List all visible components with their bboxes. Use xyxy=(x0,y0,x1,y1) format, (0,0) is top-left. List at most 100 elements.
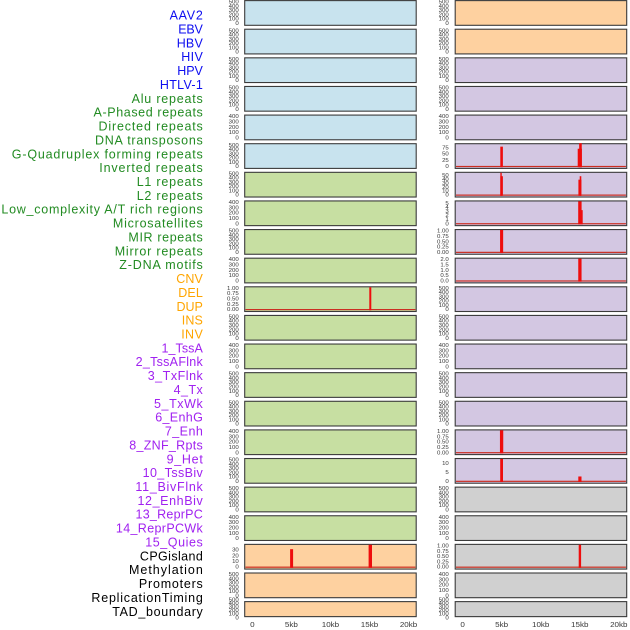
svg-text:0: 0 xyxy=(445,135,448,141)
svg-text:25: 25 xyxy=(442,158,449,164)
svg-text:500: 500 xyxy=(439,28,449,34)
svg-text:0: 0 xyxy=(235,221,238,227)
svg-text:Alu repeats: Alu repeats xyxy=(132,92,203,106)
svg-text:500: 500 xyxy=(229,86,239,92)
svg-text:400: 400 xyxy=(229,233,239,239)
svg-text:1.0: 1.0 xyxy=(440,268,448,274)
svg-text:100: 100 xyxy=(439,130,449,136)
svg-text:G-Quadruplex forming repeats: G-Quadruplex forming repeats xyxy=(12,147,203,161)
svg-text:0: 0 xyxy=(235,78,238,84)
svg-text:300: 300 xyxy=(229,380,239,386)
svg-text:INV: INV xyxy=(181,327,203,341)
svg-text:0: 0 xyxy=(445,479,448,485)
svg-text:200: 200 xyxy=(439,41,449,47)
svg-text:200: 200 xyxy=(229,440,239,446)
svg-text:400: 400 xyxy=(439,319,449,325)
svg-text:500: 500 xyxy=(439,400,449,406)
svg-text:100: 100 xyxy=(229,188,239,194)
svg-text:2: 2 xyxy=(445,213,448,219)
svg-text:0: 0 xyxy=(445,507,448,513)
svg-text:0: 0 xyxy=(445,615,448,621)
svg-text:DEL: DEL xyxy=(178,286,203,300)
svg-text:200: 200 xyxy=(229,499,239,505)
svg-text:1.00: 1.00 xyxy=(437,229,449,235)
svg-text:100: 100 xyxy=(229,612,239,618)
svg-text:50: 50 xyxy=(442,173,449,179)
svg-text:100: 100 xyxy=(229,359,239,365)
svg-text:200: 200 xyxy=(439,608,449,614)
svg-text:200: 200 xyxy=(439,413,449,419)
svg-text:HBV: HBV xyxy=(177,36,204,50)
svg-text:100: 100 xyxy=(229,273,239,279)
svg-text:30: 30 xyxy=(442,181,449,187)
svg-text:100: 100 xyxy=(229,103,239,109)
svg-text:500: 500 xyxy=(439,286,449,292)
svg-text:0: 0 xyxy=(235,450,238,456)
svg-text:200: 200 xyxy=(439,125,449,131)
svg-text:0.75: 0.75 xyxy=(437,434,449,440)
svg-text:15_Quies: 15_Quies xyxy=(145,535,203,549)
svg-text:100: 100 xyxy=(229,74,239,80)
svg-text:0: 0 xyxy=(445,422,448,428)
svg-text:100: 100 xyxy=(229,589,239,595)
svg-text:200: 200 xyxy=(439,327,449,333)
svg-text:300: 300 xyxy=(229,409,239,415)
svg-text:0: 0 xyxy=(235,50,238,56)
svg-text:0.00: 0.00 xyxy=(437,250,449,256)
svg-text:300: 300 xyxy=(229,581,239,587)
svg-text:300: 300 xyxy=(229,37,239,43)
svg-text:200: 200 xyxy=(229,268,239,274)
svg-text:5kb: 5kb xyxy=(495,622,508,629)
svg-text:5: 5 xyxy=(445,470,448,476)
svg-text:0.25: 0.25 xyxy=(437,445,449,451)
svg-text:200: 200 xyxy=(229,125,239,131)
svg-text:400: 400 xyxy=(229,176,239,182)
svg-text:300: 300 xyxy=(229,94,239,100)
svg-text:0.75: 0.75 xyxy=(227,291,239,297)
svg-text:0: 0 xyxy=(235,193,238,199)
svg-text:EBV: EBV xyxy=(178,22,203,36)
svg-text:400: 400 xyxy=(439,572,449,578)
svg-text:300: 300 xyxy=(229,237,239,243)
svg-text:200: 200 xyxy=(229,211,239,217)
svg-text:0: 0 xyxy=(445,164,448,170)
svg-text:400: 400 xyxy=(229,33,239,39)
svg-text:0: 0 xyxy=(445,393,448,399)
svg-text:400: 400 xyxy=(229,462,239,468)
svg-text:Directed repeats: Directed repeats xyxy=(99,120,203,134)
svg-text:500: 500 xyxy=(229,400,239,406)
svg-text:200: 200 xyxy=(229,70,239,76)
svg-text:100: 100 xyxy=(229,45,239,51)
svg-text:10: 10 xyxy=(232,559,239,565)
svg-text:400: 400 xyxy=(229,601,239,607)
svg-text:500: 500 xyxy=(229,314,239,320)
svg-text:100: 100 xyxy=(229,531,239,537)
svg-text:0: 0 xyxy=(445,364,448,370)
svg-text:0: 0 xyxy=(445,50,448,56)
svg-text:14_ReprPCWk: 14_ReprPCWk xyxy=(116,522,204,536)
svg-text:100: 100 xyxy=(439,417,449,423)
svg-text:400: 400 xyxy=(439,490,449,496)
svg-text:200: 200 xyxy=(229,608,239,614)
svg-text:200: 200 xyxy=(229,98,239,104)
svg-text:0: 0 xyxy=(235,336,238,342)
svg-text:10kb: 10kb xyxy=(322,622,340,629)
svg-text:3_TxFlnk: 3_TxFlnk xyxy=(148,369,204,383)
svg-text:100: 100 xyxy=(229,17,239,23)
svg-text:300: 300 xyxy=(439,65,449,71)
svg-text:300: 300 xyxy=(229,520,239,526)
svg-text:0: 0 xyxy=(235,135,238,141)
svg-text:300: 300 xyxy=(229,65,239,71)
svg-text:0: 0 xyxy=(235,422,238,428)
svg-text:12_EnhBiv: 12_EnhBiv xyxy=(138,494,204,508)
svg-text:ReplicationTiming: ReplicationTiming xyxy=(91,591,202,605)
svg-text:0: 0 xyxy=(445,593,448,599)
svg-text:100: 100 xyxy=(439,531,449,537)
svg-text:500: 500 xyxy=(229,572,239,578)
svg-text:Microsatellites: Microsatellites xyxy=(113,217,203,231)
svg-text:500: 500 xyxy=(439,57,449,63)
svg-text:200: 200 xyxy=(229,525,239,531)
svg-text:1: 1 xyxy=(445,217,448,223)
svg-text:500: 500 xyxy=(229,372,239,378)
svg-text:0.75: 0.75 xyxy=(437,234,449,240)
